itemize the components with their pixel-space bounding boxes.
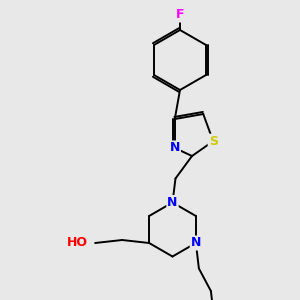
Text: HO: HO — [67, 236, 88, 250]
Text: N: N — [169, 142, 180, 154]
Text: F: F — [176, 8, 184, 22]
Text: N: N — [191, 236, 201, 250]
Text: N: N — [167, 196, 178, 209]
Text: S: S — [208, 135, 217, 148]
